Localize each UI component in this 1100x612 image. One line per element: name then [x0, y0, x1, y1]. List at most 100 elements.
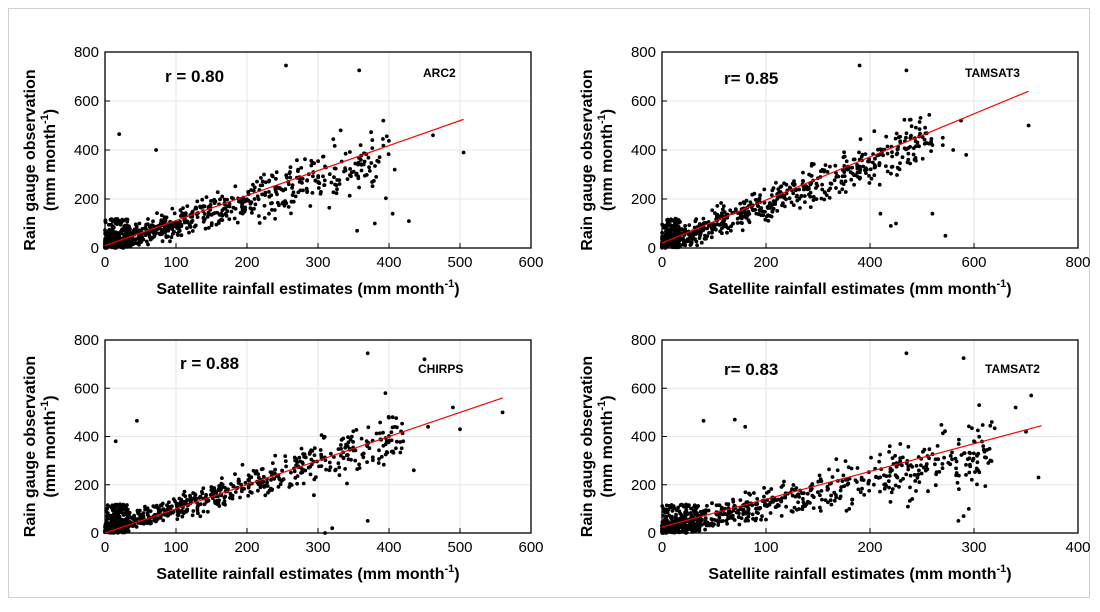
data-point	[337, 473, 342, 478]
data-point	[740, 221, 744, 226]
data-point	[295, 460, 300, 465]
data-point	[940, 143, 945, 147]
data-point	[333, 182, 337, 187]
data-point	[906, 467, 911, 472]
data-point	[927, 141, 931, 146]
y-tick-label: 0	[91, 240, 99, 257]
data-point	[451, 405, 455, 410]
data-point	[710, 523, 715, 528]
data-point	[311, 174, 315, 179]
data-point	[855, 164, 860, 169]
data-point	[829, 493, 833, 498]
data-point	[674, 512, 678, 517]
data-point	[334, 191, 339, 196]
data-point	[961, 514, 966, 518]
data-point	[751, 208, 756, 213]
data-point	[348, 150, 352, 154]
data-point	[358, 143, 363, 147]
data-point	[108, 513, 113, 518]
data-points	[103, 63, 466, 250]
data-point	[381, 462, 386, 467]
data-point	[762, 503, 767, 508]
data-point	[823, 498, 828, 502]
data-point	[900, 455, 905, 460]
data-point	[868, 167, 873, 172]
data-point	[252, 197, 257, 201]
data-point	[284, 63, 288, 68]
data-point	[724, 225, 729, 229]
data-point	[289, 199, 294, 204]
data-point	[220, 194, 225, 199]
data-point	[261, 474, 266, 479]
data-point	[808, 182, 813, 187]
data-point	[141, 511, 146, 515]
data-point	[155, 516, 160, 520]
scatter-plot-chirps: 0 100 200 300 400 500 600 0 200 400 600 800 r = 0.88…	[22, 332, 544, 583]
data-point	[176, 233, 180, 237]
data-point	[838, 488, 843, 493]
data-point	[756, 506, 760, 511]
data-point	[663, 235, 668, 239]
data-point	[243, 480, 248, 485]
data-point	[739, 213, 744, 218]
data-point	[822, 197, 827, 202]
x-axis-label: Satellite rainfall estimates (mm month-1…	[708, 563, 1011, 583]
y-tick-label: 200	[74, 477, 99, 494]
data-point	[956, 442, 961, 446]
data-point	[190, 214, 195, 219]
y-axis-unit-label: (mm month-1)	[596, 395, 616, 497]
data-point	[144, 239, 149, 244]
data-point	[113, 525, 117, 530]
data-point	[707, 523, 712, 528]
data-point	[819, 196, 824, 201]
data-point	[768, 201, 772, 205]
data-point	[110, 503, 115, 508]
data-point	[838, 494, 843, 499]
data-point	[901, 476, 905, 481]
data-point	[674, 241, 678, 246]
data-point	[888, 500, 893, 504]
data-point	[769, 487, 774, 491]
correlation-label: r = 0.88	[180, 354, 239, 373]
product-label: ARC2	[423, 66, 456, 80]
data-point	[270, 201, 274, 205]
data-point	[270, 173, 274, 178]
data-point	[967, 470, 972, 475]
data-point	[796, 500, 800, 505]
regression-line	[104, 118, 464, 247]
data-point	[222, 197, 227, 202]
data-point	[180, 514, 185, 519]
data-point	[773, 505, 778, 510]
data-point	[825, 488, 830, 492]
data-point	[822, 190, 827, 195]
data-point	[810, 493, 815, 498]
data-points	[660, 351, 1041, 535]
data-point	[816, 479, 821, 484]
data-point	[190, 218, 195, 223]
data-point	[134, 224, 139, 229]
data-point	[745, 500, 750, 504]
data-point	[327, 460, 332, 465]
data-point	[461, 150, 466, 155]
data-point	[889, 490, 894, 495]
y-tick-label: 800	[74, 332, 99, 349]
data-point	[142, 231, 147, 236]
data-point	[337, 178, 342, 183]
data-point	[675, 244, 679, 249]
data-point	[867, 174, 871, 178]
data-point	[797, 196, 802, 201]
data-point	[182, 489, 187, 494]
data-point	[235, 220, 240, 225]
data-point	[341, 436, 346, 441]
data-point	[779, 499, 783, 504]
data-point	[370, 180, 374, 184]
data-point	[754, 510, 759, 515]
data-point	[387, 438, 391, 443]
data-point	[113, 245, 117, 250]
data-point	[337, 182, 342, 186]
data-point	[664, 503, 669, 508]
data-point	[953, 456, 958, 461]
data-point	[738, 201, 743, 206]
data-point	[370, 184, 375, 189]
data-point	[292, 469, 297, 474]
